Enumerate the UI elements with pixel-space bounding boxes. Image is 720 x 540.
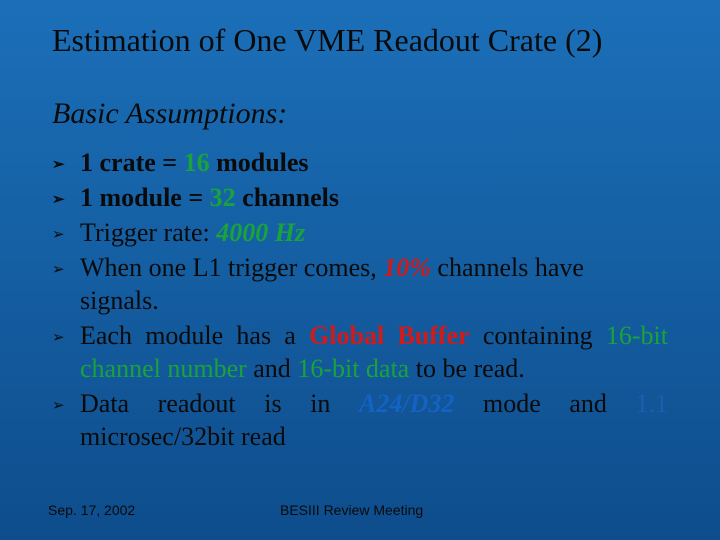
footer-meeting: BESIII Review Meeting [280,502,423,518]
highlight: Global Buffer [309,321,470,350]
highlight: 16-bit data [297,354,409,383]
bullet-text: Trigger rate: [80,218,216,247]
chevron-right-icon: ➢ [52,389,65,422]
bullet-text: to be read. [409,354,525,383]
list-item: ➢ Each module has a Global Buffer contai… [52,319,668,385]
slide-subtitle: Basic Assumptions: [52,97,287,131]
list-item: ➢ 1 module = 32 channels [52,181,668,214]
highlight: 10% [383,253,431,282]
bullet-text: Data readout is in [80,389,359,418]
footer-date: Sep. 17, 2002 [48,502,135,518]
bullet-text: 1 crate = [80,148,184,177]
highlight: 32 [210,183,236,212]
bullet-text: Each module has a [80,321,309,350]
list-item: ➢ 1 crate = 16 modules [52,146,668,179]
highlight: 4000 Hz [216,218,305,247]
chevron-right-icon: ➢ [52,148,65,181]
bullet-text: 1 module = [80,183,210,212]
bullet-text: mode and [454,389,635,418]
bullet-text: containing [470,321,606,350]
bullet-text: modules [210,148,309,177]
bullet-text: and [247,354,298,383]
bullet-text: microsec/32bit read [80,422,286,451]
bullet-list: ➢ 1 crate = 16 modules ➢ 1 module = 32 c… [52,146,668,455]
highlight: 1.1 [636,389,669,418]
list-item: ➢ Trigger rate: 4000 Hz [52,216,668,249]
list-item: ➢ When one L1 trigger comes, 10% channel… [52,251,668,317]
bullet-text: When one L1 trigger comes, [80,253,383,282]
list-item: ➢ Data readout is in A24/D32 mode and 1.… [52,387,668,453]
slide-title: Estimation of One VME Readout Crate (2) [52,22,602,59]
highlight: 16 [184,148,210,177]
chevron-right-icon: ➢ [52,183,65,216]
chevron-right-icon: ➢ [52,253,65,286]
chevron-right-icon: ➢ [52,321,65,354]
chevron-right-icon: ➢ [52,218,65,251]
slide-root: Estimation of One VME Readout Crate (2) … [0,0,720,540]
bullet-text: channels [236,183,339,212]
highlight: A24/D32 [359,389,454,418]
